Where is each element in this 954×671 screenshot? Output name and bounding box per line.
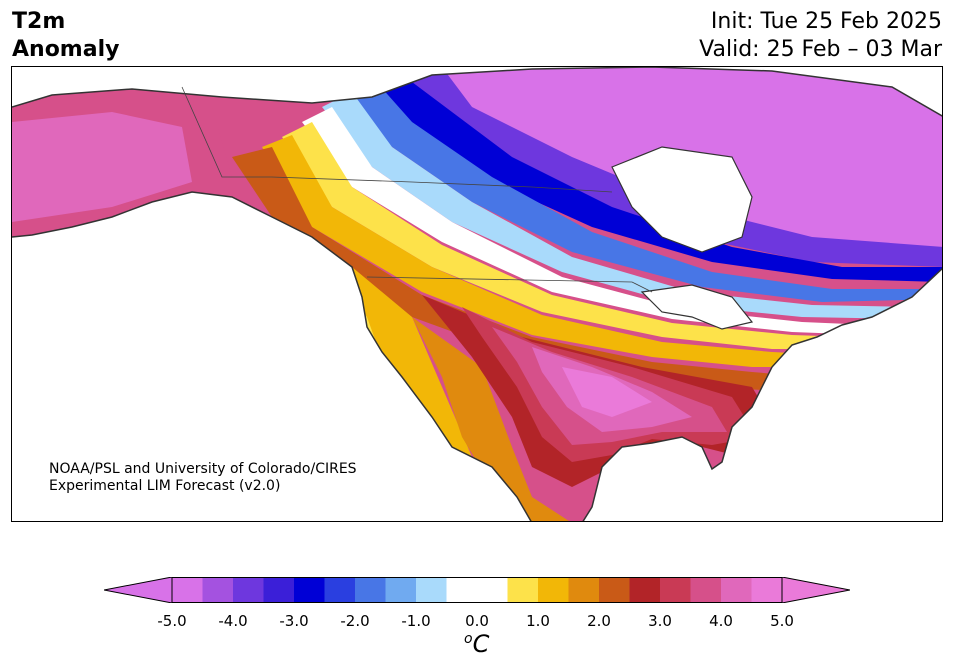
colorbar-tick-label: -1.0 — [401, 612, 431, 630]
credit-line-1: NOAA/PSL and University of Colorado/CIRE… — [49, 461, 357, 477]
colorbar-swatch — [416, 577, 447, 603]
colorbar-tick-label: 1.0 — [526, 612, 550, 630]
colorbar-swatch — [324, 577, 356, 603]
colorbar-tick-label: -3.0 — [279, 612, 309, 630]
valid-range: Valid: 25 Feb – 03 Mar — [699, 37, 942, 62]
colorbar-swatch — [385, 577, 417, 603]
coastline — [12, 67, 942, 521]
credit-text: NOAA/PSL and University of Colorado/CIRE… — [49, 461, 357, 495]
credit-line-2: Experimental LIM Forecast (v2.0) — [49, 478, 281, 494]
unit-label: oC — [464, 630, 489, 658]
colorbar-extend-low — [104, 577, 173, 603]
anomaly-map — [11, 66, 943, 522]
map-canvas — [12, 67, 942, 521]
title-line-2: Anomaly — [12, 37, 120, 62]
colorbar-swatch — [568, 577, 600, 603]
colorbar-swatch — [202, 577, 234, 603]
colorbar-swatch — [263, 577, 295, 603]
colorbar-tick-label: -2.0 — [340, 612, 370, 630]
colorbar-tick-label: 3.0 — [648, 612, 672, 630]
hudson-bay — [611, 146, 753, 253]
anomaly-fill — [12, 67, 942, 521]
colorbar — [104, 577, 850, 603]
colorbar-tick-label: 4.0 — [709, 612, 733, 630]
colorbar-tick-label: -5.0 — [157, 612, 187, 630]
colorbar-tick-label: 5.0 — [770, 612, 794, 630]
colorbar-border — [171, 577, 783, 603]
colorbar-swatch — [507, 577, 539, 603]
colorbar-tick-label: 0.0 — [465, 612, 489, 630]
colorbar-swatch — [233, 577, 264, 603]
init-date: Init: Tue 25 Feb 2025 — [710, 9, 942, 34]
colorbar-extend-high — [781, 577, 850, 603]
map-title: T2m Anomaly — [12, 8, 119, 64]
great-lakes — [640, 284, 754, 330]
us-canada-border — [366, 276, 653, 293]
colorbar-tick-labels: -5.0 -4.0 -3.0 -2.0 -1.0 0.0 1.0 2.0 3.0 4.0 5.0 — [0, 612, 954, 632]
colorbar-swatch — [629, 577, 661, 603]
colorbar-swatch — [446, 577, 478, 603]
colorbar-swatch — [660, 577, 691, 603]
colorbar-swatch — [599, 577, 630, 603]
colorbar-tick-label: -4.0 — [218, 612, 248, 630]
title-line-1: T2m — [12, 9, 66, 34]
colorbar-swatch — [538, 577, 569, 603]
colorbar-swatch — [751, 577, 783, 603]
colorbar-swatch — [721, 577, 752, 603]
colorbar-swatch — [294, 577, 325, 603]
unit-superscript: o — [464, 631, 473, 647]
colorbar-swatch — [690, 577, 722, 603]
forecast-dates: Init: Tue 25 Feb 2025 Valid: 25 Feb – 03… — [699, 8, 942, 64]
colorbar-swatch — [355, 577, 386, 603]
colorbar-tick-label: 2.0 — [587, 612, 611, 630]
colorbar-swatch — [172, 577, 203, 603]
colorbar-swatch — [477, 577, 508, 603]
unit-base: C — [472, 630, 490, 658]
border-lines — [181, 86, 613, 193]
